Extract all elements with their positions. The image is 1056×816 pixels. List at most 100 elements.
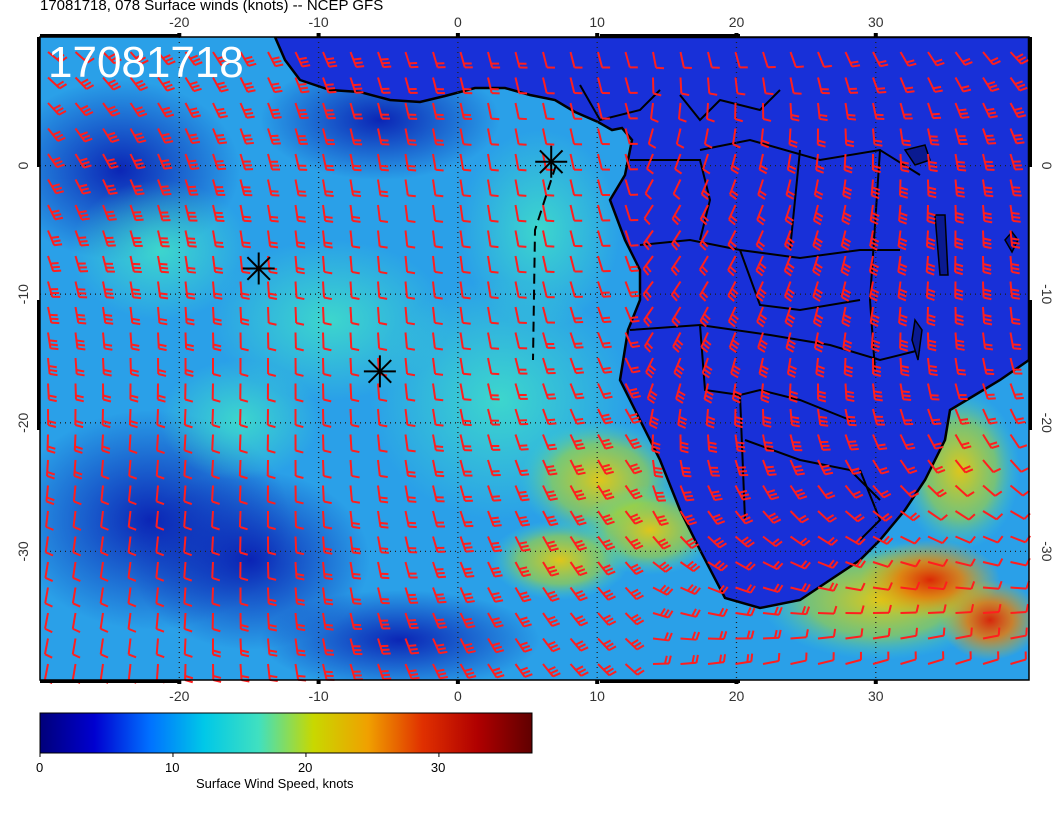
wind-barb	[954, 510, 976, 521]
wind-barb	[322, 434, 332, 454]
wind-barb	[698, 255, 709, 277]
wind-barb	[404, 408, 416, 427]
wind-barb	[762, 484, 780, 501]
wind-barb	[487, 102, 500, 121]
wind-barb	[812, 230, 823, 251]
wind-barb	[102, 306, 114, 325]
wind-barb	[157, 51, 176, 66]
wind-barb	[184, 76, 202, 93]
wind-barbs	[43, 51, 1031, 685]
wind-barb	[294, 230, 306, 249]
wind-barb	[266, 510, 276, 531]
wind-barb	[155, 510, 165, 531]
wind-barb	[869, 281, 880, 302]
wind-barb	[211, 408, 221, 429]
wind-barb	[762, 459, 777, 476]
wind-barb	[982, 306, 993, 326]
wind-barb	[785, 332, 796, 353]
wind-barb	[707, 560, 729, 572]
colorbar-tick-label: 0	[36, 760, 44, 775]
wind-barb	[377, 153, 389, 172]
wind-barb	[72, 485, 82, 506]
wind-barb	[487, 357, 500, 376]
wind-barb	[239, 179, 253, 197]
wind-barb	[954, 434, 972, 450]
wind-barb	[817, 77, 830, 95]
wind-barb	[487, 230, 499, 249]
wind-barb	[322, 612, 334, 631]
wind-barb	[624, 357, 641, 374]
wind-barb	[542, 128, 555, 146]
wind-barb	[349, 638, 363, 656]
wind-barb	[872, 651, 890, 665]
wind-barb	[349, 408, 360, 428]
asterisk-marker	[242, 252, 275, 285]
wind-barb	[1009, 230, 1021, 249]
wind-barb	[569, 51, 583, 69]
wind-barb	[322, 332, 332, 352]
wind-barb	[459, 561, 475, 578]
wind-barb	[459, 332, 471, 351]
wind-barb	[432, 51, 446, 69]
wind-barb	[699, 280, 709, 302]
wind-barb	[927, 558, 949, 568]
wind-barb	[127, 485, 137, 506]
wind-barb	[730, 153, 740, 175]
wind-barb	[514, 459, 530, 477]
wind-barb	[899, 459, 918, 475]
wind-barb	[624, 179, 639, 196]
wind-barb	[789, 484, 808, 500]
wind-barb	[212, 281, 223, 300]
wind-barb	[542, 332, 556, 349]
wind-barb	[156, 434, 165, 454]
wind-barb	[294, 255, 305, 275]
wind-barb	[812, 306, 824, 328]
track-line	[532, 164, 557, 361]
wind-barb	[432, 332, 443, 351]
wind-barb	[899, 128, 911, 147]
wind-barb	[1009, 408, 1026, 425]
wind-barb	[404, 332, 416, 351]
wind-barb	[99, 638, 109, 659]
wind-barb	[624, 459, 643, 475]
wind-barb	[514, 255, 527, 274]
wind-barb	[102, 127, 120, 143]
wind-barb	[404, 536, 418, 554]
wind-barb	[925, 255, 936, 276]
wind-barb	[734, 51, 748, 69]
wind-barb	[129, 255, 142, 274]
wind-barb	[294, 357, 304, 377]
wind-barb	[844, 408, 857, 427]
wind-barb	[183, 536, 193, 557]
wind-barb	[700, 179, 711, 200]
wind-barb	[404, 153, 417, 172]
wind-barb	[74, 204, 90, 221]
wind-barb	[127, 587, 137, 608]
wind-barb	[679, 51, 692, 70]
wind-barb	[982, 408, 998, 425]
wind-barb	[843, 357, 854, 378]
wind-barb	[870, 179, 881, 200]
wind-barb	[542, 357, 556, 375]
wind-barb	[100, 485, 110, 506]
wind-barb	[294, 638, 306, 657]
wind-barb	[211, 434, 221, 454]
wind-barb	[100, 459, 110, 480]
wind-barb	[377, 587, 390, 605]
wind-barb	[377, 510, 389, 529]
wind-barb	[624, 637, 645, 651]
wind-barb	[784, 306, 796, 328]
wind-barb	[569, 179, 583, 197]
wind-barb	[652, 510, 669, 526]
wind-barb	[899, 77, 915, 94]
wind-barb	[239, 306, 250, 326]
wind-barb	[349, 128, 363, 146]
wind-barb	[844, 510, 865, 523]
wind-barb	[404, 612, 419, 630]
wind-barb	[267, 281, 278, 300]
wind-barb	[872, 51, 889, 68]
wind-barb	[184, 255, 196, 274]
wind-barb	[680, 583, 701, 595]
wind-barb	[840, 281, 852, 302]
wind-barb	[432, 255, 443, 275]
